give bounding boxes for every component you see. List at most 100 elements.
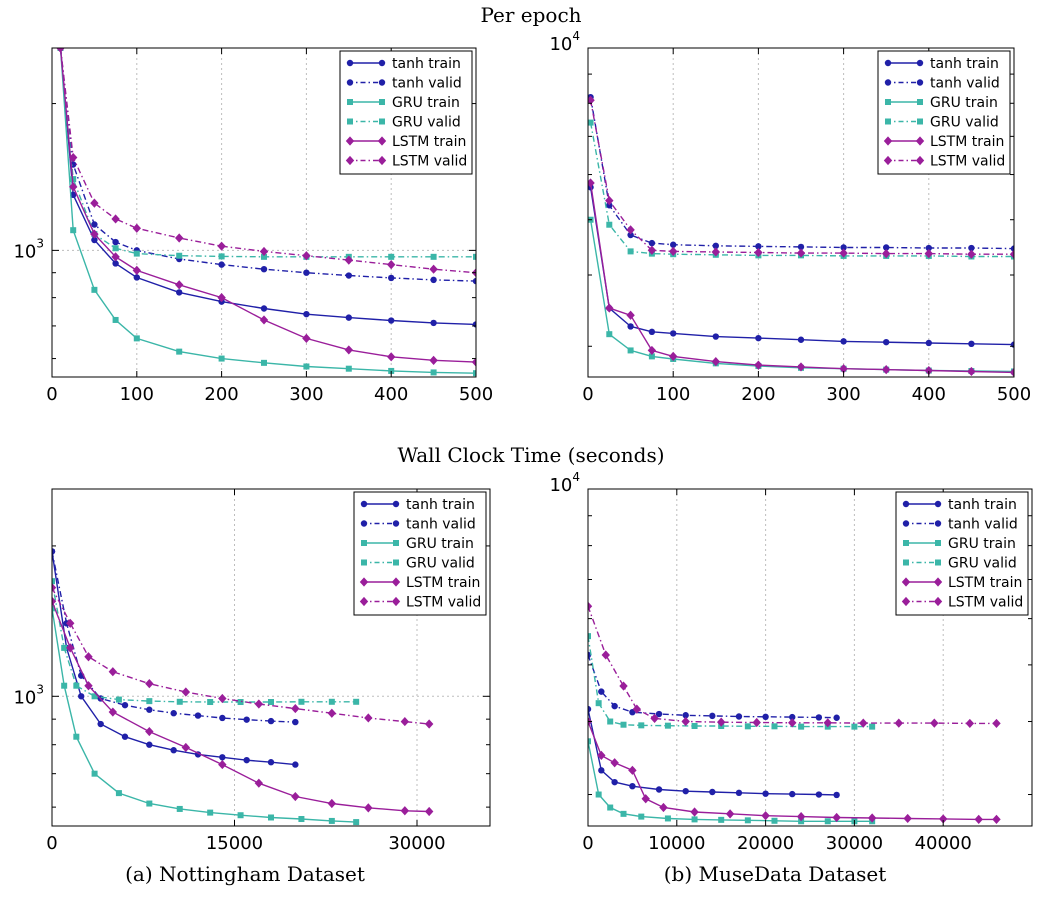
data-point: [344, 255, 353, 265]
data-point: [430, 276, 437, 284]
data-point: [771, 817, 778, 824]
data-point: [429, 355, 438, 365]
data-point: [718, 816, 725, 823]
data-point: [823, 718, 832, 728]
legend-marker: [885, 118, 891, 125]
legend-item: GRU train: [903, 536, 1016, 552]
data-point: [132, 265, 141, 275]
data-point: [424, 806, 434, 817]
data-point: [298, 698, 305, 705]
data-point: [52, 578, 55, 585]
data-point: [112, 316, 119, 323]
data-point: [473, 253, 476, 260]
data-point: [627, 323, 634, 330]
data-point: [709, 712, 716, 720]
legend-marker: [361, 540, 367, 546]
legend-marker: [359, 577, 369, 587]
legend-box: [877, 50, 1011, 175]
legend-marker: [916, 79, 924, 86]
data-point: [364, 803, 373, 813]
data-point: [170, 747, 177, 754]
legend-marker: [392, 520, 400, 527]
data-point: [91, 770, 98, 777]
legend-label: tanh train: [406, 497, 475, 513]
data-point: [664, 815, 671, 822]
plot-frame: [587, 47, 1015, 378]
data-point: [712, 333, 719, 340]
legend-marker: [934, 500, 942, 508]
data-point: [176, 698, 183, 705]
series-line-tanh-valid: [52, 551, 296, 723]
data-point: [965, 718, 975, 729]
data-point: [968, 340, 975, 348]
data-point: [268, 814, 274, 821]
legend-marker: [393, 559, 399, 566]
series-group: [588, 601, 1001, 825]
legend-item: LSTM train: [901, 575, 1022, 591]
series-line-gru-valid: [52, 581, 357, 703]
data-point: [670, 241, 677, 248]
data-point: [1009, 367, 1014, 377]
data-point: [61, 682, 68, 689]
data-point: [218, 253, 225, 260]
data-point: [387, 352, 396, 362]
data-point: [175, 280, 184, 290]
legend-label: GRU train: [392, 95, 460, 111]
legend-marker: [917, 99, 923, 105]
data-point: [930, 718, 939, 728]
data-point: [611, 778, 618, 786]
legend-marker: [360, 500, 368, 508]
data-point: [52, 548, 56, 555]
series-group: [588, 93, 1014, 377]
data-point: [655, 786, 663, 793]
legend-marker: [915, 136, 925, 146]
data-point: [91, 693, 98, 700]
data-point: [620, 721, 627, 728]
data-point: [146, 698, 153, 705]
panel-nottingham-time: 0 15000 30000 103 tanh train tanh valid GRU tr…: [13, 488, 491, 854]
legend-item: GRU valid: [347, 115, 461, 131]
data-point: [882, 249, 891, 259]
legend-label: LSTM train: [930, 134, 1004, 150]
data-point: [472, 277, 476, 285]
data-point: [894, 718, 903, 728]
data-point: [648, 239, 656, 247]
data-point: [207, 809, 214, 816]
data-point: [388, 253, 395, 260]
legend: tanh train tanh valid GRU train GRU valid LS…: [877, 50, 1011, 175]
data-point: [473, 370, 476, 377]
legend-item: GRU train: [885, 95, 998, 111]
legend-marker: [347, 118, 353, 125]
data-point: [632, 704, 642, 714]
y-tick-label: 104: [549, 29, 580, 55]
data-point: [641, 794, 650, 804]
legend-label: GRU train: [948, 536, 1016, 552]
data-point: [755, 243, 762, 250]
legend-marker: [902, 500, 910, 508]
data-point: [237, 699, 244, 706]
data-point: [597, 750, 606, 761]
legend-item: GRU valid: [361, 556, 475, 572]
legend-item: LSTM valid: [359, 595, 481, 611]
data-point: [605, 303, 614, 313]
x-tick-label: 20000: [737, 833, 794, 854]
data-point: [968, 244, 975, 252]
legend-item: tanh train: [346, 56, 461, 72]
chart-panels: 0 100 200 300 400 500 103 tanh train tanh valid G…: [13, 29, 1033, 854]
data-point: [303, 310, 310, 318]
data-point: [788, 718, 797, 728]
data-point: [691, 722, 698, 729]
legend-marker: [916, 59, 924, 67]
caption-nottingham: (a) Nottingham Dataset: [125, 862, 365, 886]
legend-item: LSTM train: [883, 134, 1004, 150]
legend-item: tanh valid: [346, 76, 462, 92]
data-point: [711, 247, 720, 257]
data-point: [620, 810, 627, 817]
data-point: [181, 687, 191, 697]
series-line-lstm-train: [588, 721, 997, 821]
series-line-tanh-valid: [588, 654, 837, 719]
data-point: [626, 310, 635, 320]
data-point: [882, 365, 891, 375]
legend-label: tanh valid: [392, 76, 462, 92]
legend-item: tanh train: [360, 497, 475, 513]
